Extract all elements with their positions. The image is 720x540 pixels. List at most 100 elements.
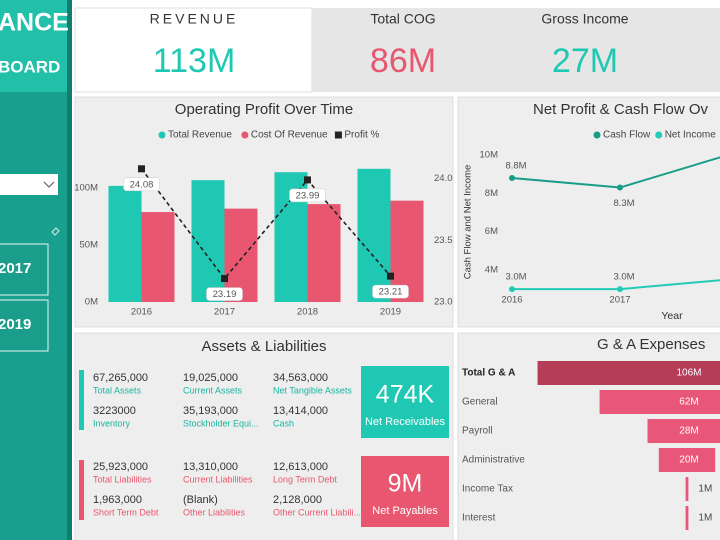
data-label: 24.08 — [130, 179, 154, 190]
data-label: 1M — [698, 484, 712, 495]
data-label-box — [372, 284, 409, 299]
y2-tick-label: 24.0 — [434, 173, 453, 184]
payables-card — [361, 456, 449, 527]
dropdown-chevron — [43, 181, 55, 188]
metric-value: 25,923,000 — [93, 461, 148, 473]
sidebar-title: ANCE — [0, 9, 69, 37]
legend-marker — [334, 131, 342, 139]
y2-tick-label: 23.0 — [434, 297, 453, 308]
bar — [224, 208, 258, 302]
category-label: Administrative — [462, 455, 525, 466]
kpi-value: 113M — [153, 42, 236, 80]
metric-label: Long Term Debt — [273, 474, 337, 484]
sidebar-subtitle: BOARD — [0, 57, 60, 76]
metric-value: 13,414,000 — [273, 405, 328, 417]
legend-marker — [158, 131, 166, 139]
data-label-box — [206, 287, 243, 301]
data-label: 1M — [698, 513, 712, 524]
panel-title: Assets & Liabilities — [201, 338, 326, 355]
category-label: Total G & A — [462, 368, 515, 379]
year-button-label[interactable]: 2019 — [0, 316, 31, 333]
metric-value: 3223000 — [93, 405, 136, 417]
data-label: 8.3M — [613, 198, 634, 209]
eraser-icon[interactable] — [51, 227, 60, 236]
metric-value: 1,963,000 — [93, 494, 142, 506]
panel-title: Operating Profit Over Time — [175, 101, 353, 118]
line-marker — [221, 275, 228, 283]
funnel-bar — [537, 361, 720, 385]
funnel-bar — [658, 448, 716, 472]
data-label: 23.21 — [379, 287, 403, 298]
y-tick-label: 4M — [485, 264, 498, 275]
x-tick-label: 2016 — [501, 295, 522, 306]
kpi-value: 27M — [552, 42, 618, 80]
y-axis-label: Cash Flow and Net Income — [463, 165, 474, 280]
metric-value: 2,128,000 — [273, 494, 322, 506]
line — [140, 168, 392, 280]
metric-label: Short Term Debt — [93, 507, 159, 517]
sidebar-edge — [67, 0, 72, 540]
metric-value: (Blank) — [183, 494, 218, 506]
year-button[interactable] — [0, 299, 49, 352]
bar — [357, 168, 391, 302]
y2-tick-label: 23.5 — [434, 235, 453, 246]
bar — [141, 212, 175, 302]
liability-bar — [79, 460, 84, 520]
metric-label: Inventory — [93, 418, 131, 428]
line-marker — [617, 184, 623, 191]
metric-label: Current Liabilities — [183, 474, 253, 484]
metric-value: 34,563,000 — [273, 372, 328, 384]
data-label: 23.19 — [213, 289, 237, 300]
year-button[interactable] — [0, 243, 49, 296]
category-label: Interest — [462, 513, 496, 524]
card-value: 9M — [388, 470, 423, 498]
metric-label: Other Current Liabili... — [273, 507, 361, 517]
metric-label: Total Liabilities — [93, 474, 152, 484]
year-button-label[interactable]: 2017 — [0, 260, 31, 277]
metric-value: 67,265,000 — [93, 372, 148, 384]
kpi-value: 86M — [370, 42, 436, 80]
kpi-card — [312, 8, 720, 92]
legend-label: Profit % — [344, 130, 379, 141]
data-label: 3.0M — [613, 272, 634, 283]
metric-label: Stockholder Equi... — [183, 418, 259, 428]
y-tick-label: 50M — [80, 240, 99, 251]
kpi-label: Gross Income — [541, 11, 628, 27]
panel-title: Net Profit & Cash Flow Ov — [533, 101, 709, 118]
metric-label: Net Tangible Assets — [273, 385, 352, 395]
kpi-label: REVENUE — [150, 11, 239, 27]
line-marker — [509, 286, 515, 293]
bar — [108, 185, 142, 302]
metric-value: 19,025,000 — [183, 372, 238, 384]
funnel-bar — [599, 390, 720, 414]
data-label-box — [123, 177, 160, 192]
y-tick-label: 8M — [485, 188, 498, 199]
legend-marker — [593, 131, 601, 139]
data-label: 3.0M — [505, 272, 526, 283]
data-label: 23.99 — [296, 190, 320, 201]
x-tick-label: 2017 — [214, 307, 235, 318]
legend-marker — [241, 131, 249, 139]
data-label: 8.8M — [505, 160, 526, 171]
panel-title: G & A Expenses — [597, 336, 705, 353]
card-label: Net Receivables — [365, 416, 446, 428]
legend-label: Cost Of Revenue — [251, 130, 328, 141]
card-label: Net Payables — [372, 505, 438, 517]
funnel-bar — [647, 419, 720, 443]
x-tick-label: 2017 — [609, 295, 630, 306]
legend-label: Total Revenue — [168, 130, 232, 141]
metric-value: 12,613,000 — [273, 461, 328, 473]
x-axis-label: Year — [661, 310, 683, 322]
data-label: 20M — [679, 455, 698, 466]
metric-label: Other Liabilities — [183, 507, 246, 517]
category-label: Income Tax — [462, 484, 513, 495]
x-tick-label: 2019 — [380, 307, 401, 318]
category-label: General — [462, 397, 498, 408]
dropdown[interactable] — [0, 174, 58, 195]
metric-label: Current Assets — [183, 385, 243, 395]
bar — [307, 204, 341, 302]
x-tick-label: 2018 — [297, 307, 318, 318]
line-marker — [138, 165, 145, 173]
metric-value: 35,193,000 — [183, 405, 238, 417]
